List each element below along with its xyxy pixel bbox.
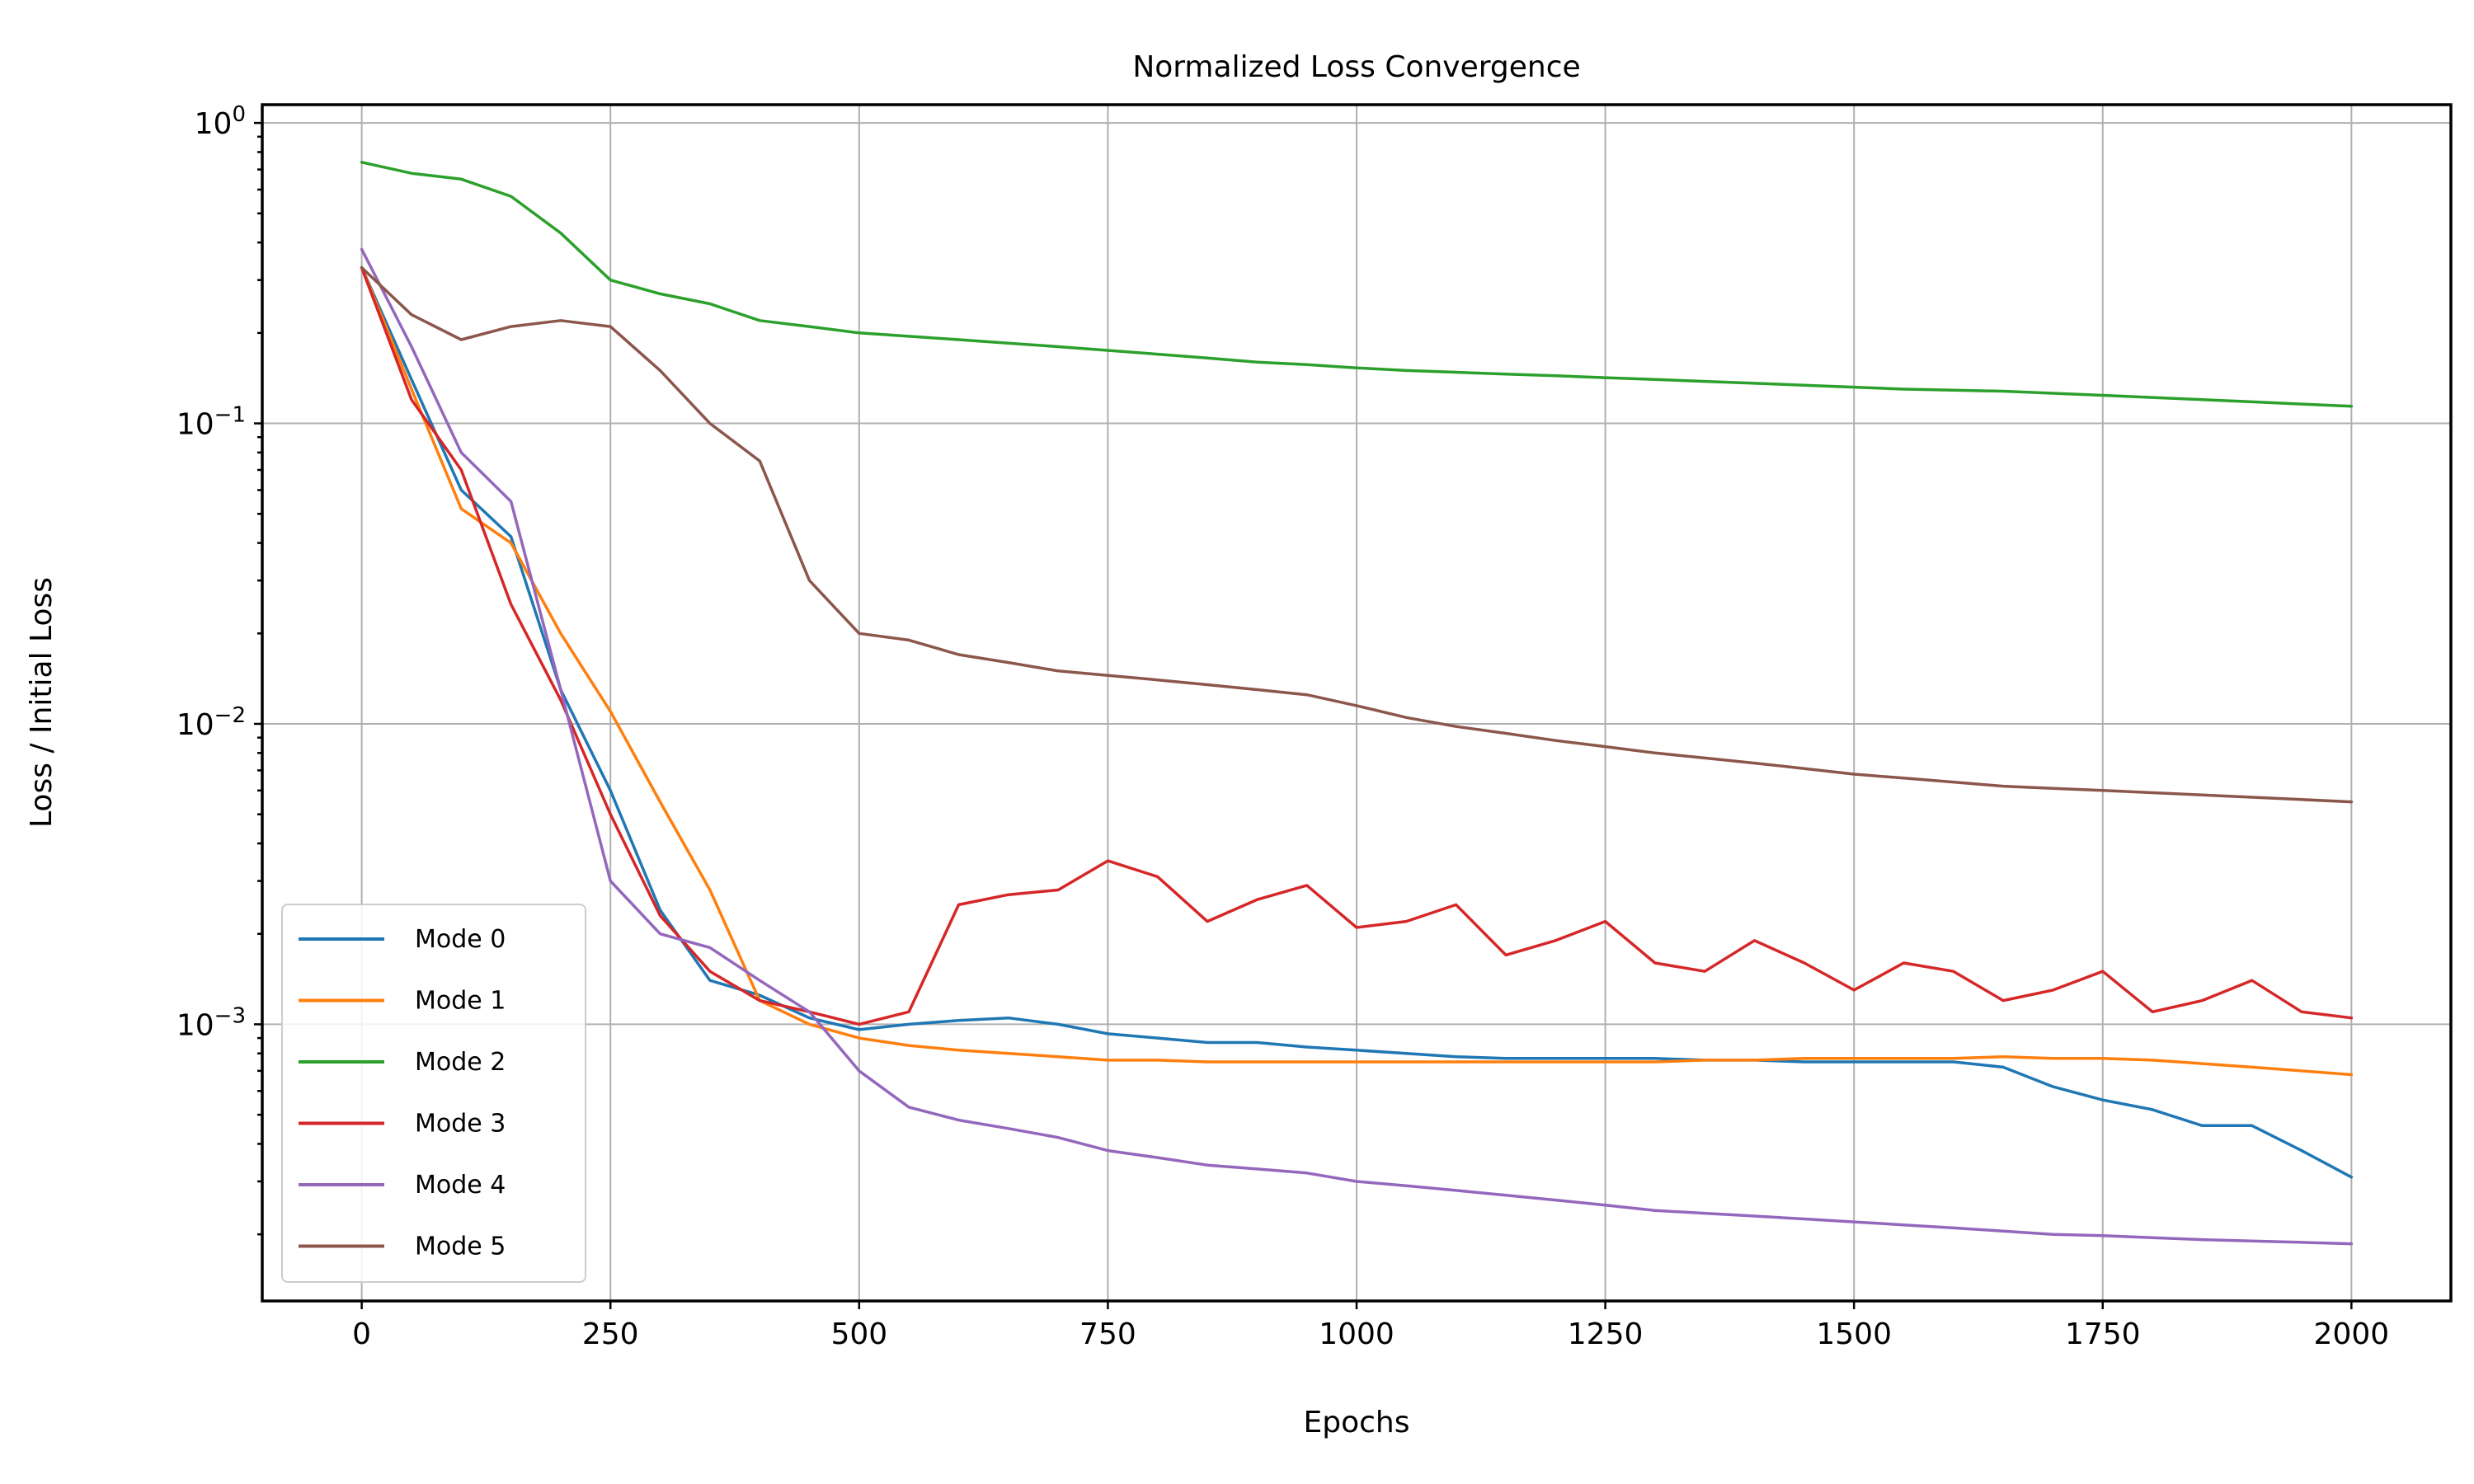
x-tick-label: 250 [582, 1317, 639, 1351]
gridlines [262, 105, 2451, 1301]
x-tick-label: 2000 [2314, 1317, 2390, 1351]
legend-box [281, 904, 586, 1283]
y-tick-label: 10−3 [176, 1003, 246, 1042]
series-line-mode-4 [360, 247, 2354, 1246]
series-line-mode-3 [360, 265, 2354, 1026]
legend-label: Mode 2 [415, 1048, 506, 1077]
x-axis-label: Epochs [1304, 1406, 1410, 1439]
series-line-mode-0 [360, 265, 2354, 1179]
legend: Mode 0 Mode 1 Mode 2 Mode 3 Mode 4 Mode 5 [281, 904, 586, 1283]
y-tick-label: 10−1 [176, 403, 246, 442]
series-line-mode-2 [360, 161, 2354, 408]
series-line-mode-1 [360, 265, 2354, 1077]
y-axis-label: Loss / Initial Loss [25, 577, 59, 828]
series-lines [360, 161, 2354, 1246]
x-tick-label: 1750 [2065, 1317, 2141, 1351]
legend-label: Mode 5 [415, 1233, 506, 1261]
y-tick-label: 10−2 [176, 703, 246, 742]
x-tick-label: 500 [830, 1317, 887, 1351]
legend-label: Mode 4 [415, 1171, 506, 1200]
series-line-mode-5 [360, 265, 2354, 804]
axis-ticks [254, 121, 2353, 1309]
y-tick-labels: 100 10−1 10−2 10−3 [176, 102, 246, 1042]
y-tick-label: 100 [195, 102, 246, 141]
x-tick-label: 1000 [1319, 1317, 1395, 1351]
legend-label: Mode 1 [415, 987, 506, 1016]
x-tick-label: 1500 [1816, 1317, 1892, 1351]
x-tick-label: 750 [1079, 1317, 1136, 1351]
legend-label: Mode 0 [415, 925, 506, 954]
x-tick-label: 1250 [1568, 1317, 1644, 1351]
x-tick-label: 0 [352, 1317, 371, 1351]
legend-label: Mode 3 [415, 1110, 506, 1139]
x-tick-labels: 0 250 500 750 1000 1250 1500 1750 2000 [352, 1317, 2389, 1351]
chart-title: Normalized Loss Convergence [1132, 50, 1580, 84]
